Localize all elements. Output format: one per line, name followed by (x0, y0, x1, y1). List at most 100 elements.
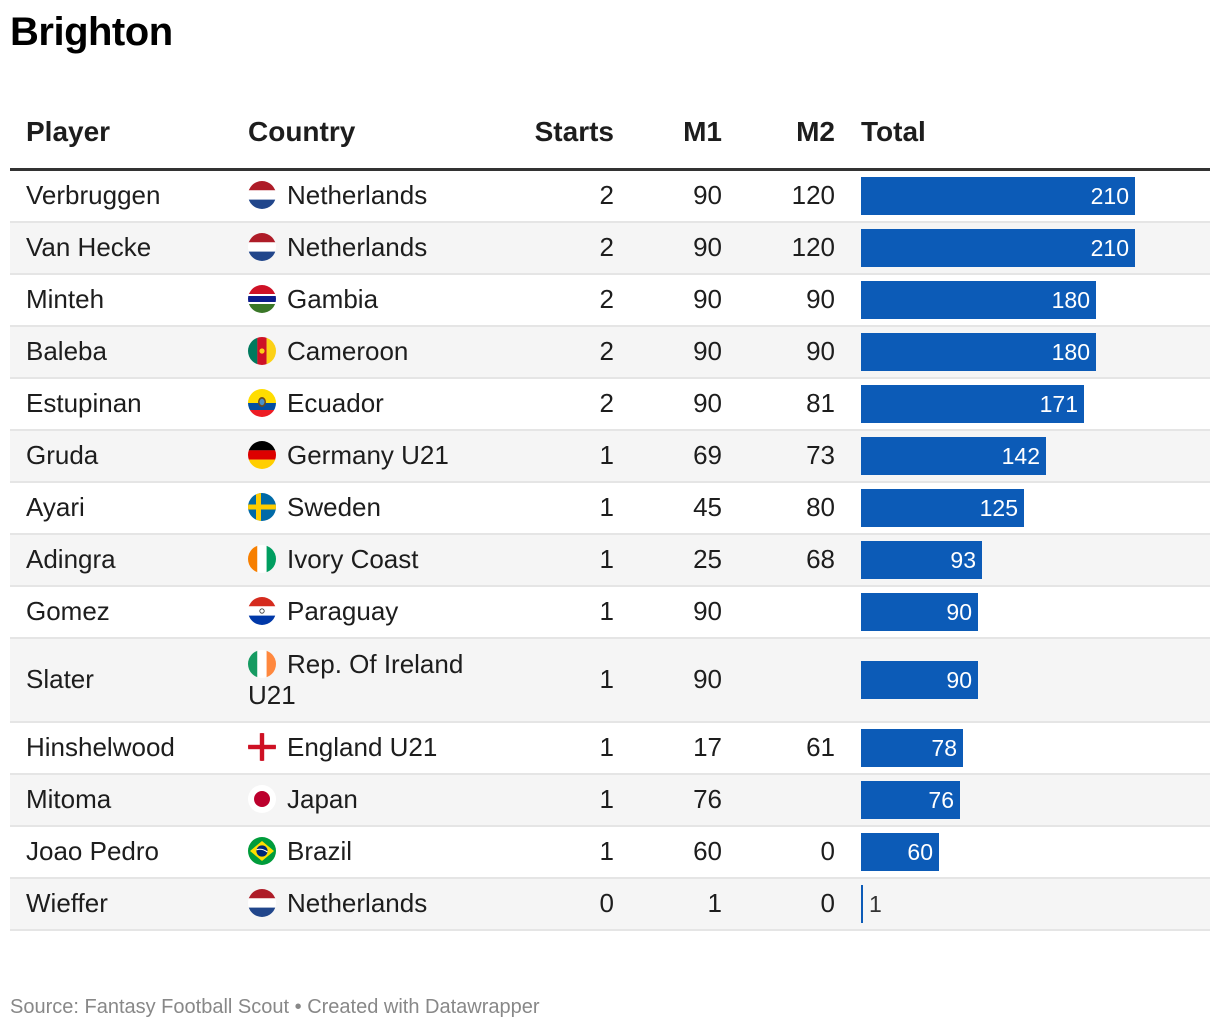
starts-cell: 1 (472, 825, 622, 879)
total-bar-track: 90 (861, 592, 1153, 631)
table-row[interactable]: Hinshelwood England U21 1 17 61 78 (10, 721, 1210, 775)
total-bar-track: 90 (861, 660, 1153, 699)
column-header-starts[interactable]: Starts (472, 96, 622, 171)
paraguay-flag-icon (248, 597, 276, 625)
column-header-total[interactable]: Total (843, 96, 1210, 171)
m2-cell (732, 773, 843, 827)
country-cell: Germany U21 (248, 429, 472, 483)
total-bar-track: 78 (861, 728, 1153, 767)
table-row[interactable]: Baleba Cameroon 2 90 90 180 (10, 325, 1210, 379)
country-name: England U21 (287, 732, 438, 762)
m1-cell: 76 (622, 773, 732, 827)
germany-flag-icon (248, 441, 276, 469)
table-row[interactable]: Wieffer Netherlands 0 1 0 1 (10, 877, 1210, 931)
player-name-cell: Ayari (10, 481, 248, 535)
table-row[interactable]: Gruda Germany U21 1 69 73 142 (10, 429, 1210, 483)
total-bar (861, 384, 1084, 423)
m2-cell: 0 (732, 877, 843, 931)
country-name: Netherlands (287, 180, 428, 211)
country-name: Paraguay (287, 596, 399, 626)
table-body: Verbruggen Netherlands 2 90 120 210 Van Hecke N… (10, 169, 1210, 931)
ireland-flag-icon (248, 649, 276, 678)
total-bar (861, 780, 960, 819)
player-name-cell: Gomez (10, 585, 248, 639)
country-cell: Ivory Coast (248, 533, 472, 587)
starts-cell: 2 (472, 273, 622, 327)
total-bar (861, 728, 963, 767)
m1-cell: 60 (622, 825, 732, 879)
total-bar-label: 60 (907, 838, 933, 865)
table-row[interactable]: Joao Pedro Brazil 1 60 0 60 (10, 825, 1210, 879)
table-row[interactable]: Gomez Paraguay 1 90 90 (10, 585, 1210, 639)
table-row[interactable]: Adingra Ivory Coast 1 25 68 93 (10, 533, 1210, 587)
starts-cell: 1 (472, 429, 622, 483)
m2-cell: 61 (732, 721, 843, 775)
player-name-cell: Hinshelwood (10, 721, 248, 775)
country-cell: Netherlands (248, 169, 472, 223)
country-wrap: Brazil (248, 836, 472, 867)
total-bar (861, 488, 1024, 527)
column-header-country[interactable]: Country (248, 96, 472, 171)
ecuador-flag-icon (248, 389, 276, 417)
england-flag-icon (248, 733, 276, 761)
table-row[interactable]: Minteh Gambia 2 90 90 180 (10, 273, 1210, 327)
m2-cell: 90 (732, 273, 843, 327)
total-cell: 76 (843, 773, 1210, 827)
country-name: Cameroon (287, 336, 409, 366)
total-bar (861, 832, 939, 871)
m1-cell: 90 (622, 273, 732, 327)
total-bar-track: 180 (861, 332, 1153, 371)
player-name-cell: Mitoma (10, 773, 248, 827)
player-minutes-table: Player Country Starts M1 M2 Total Verbru… (10, 96, 1210, 931)
m2-cell: 80 (732, 481, 843, 535)
total-bar-track: 93 (861, 540, 1153, 579)
total-bar-label: 76 (928, 786, 954, 813)
player-name-cell: Baleba (10, 325, 248, 379)
country-cell: Japan (248, 773, 472, 827)
country-wrap: Cameroon (248, 336, 472, 367)
m1-cell: 90 (622, 377, 732, 431)
table-row[interactable]: Verbruggen Netherlands 2 90 120 210 (10, 169, 1210, 223)
country-name: Brazil (287, 836, 353, 866)
total-bar-label: 90 (946, 598, 972, 625)
m2-cell: 120 (732, 221, 843, 275)
starts-cell: 1 (472, 721, 622, 775)
column-header-m1[interactable]: M1 (622, 96, 732, 171)
total-bar-label: 210 (1090, 234, 1129, 261)
total-cell: 210 (843, 221, 1210, 275)
country-wrap: Sweden (248, 492, 472, 523)
footer-separator: • (294, 996, 302, 1018)
total-bar (861, 228, 1135, 267)
netherlands-flag-icon (248, 233, 276, 261)
m2-cell: 68 (732, 533, 843, 587)
table-row[interactable]: Slater Rep. Of Ireland U21 1 90 90 (10, 637, 1210, 723)
starts-cell: 1 (472, 481, 622, 535)
column-header-m2[interactable]: M2 (732, 96, 843, 171)
total-bar-track: 210 (861, 228, 1153, 267)
column-header-player[interactable]: Player (10, 96, 248, 171)
country-cell: Netherlands (248, 877, 472, 931)
table-row[interactable]: Mitoma Japan 1 76 76 (10, 773, 1210, 827)
brazil-flag-icon (248, 837, 276, 865)
table-row[interactable]: Van Hecke Netherlands 2 90 120 210 (10, 221, 1210, 275)
total-bar-label: 142 (1001, 442, 1040, 469)
country-cell: Cameroon (248, 325, 472, 379)
table-row[interactable]: Estupinan Ecuador 2 90 81 171 (10, 377, 1210, 431)
country-wrap: Paraguay (248, 596, 472, 627)
country-name: Rep. Of Ireland U21 (248, 648, 464, 710)
m1-cell: 90 (622, 169, 732, 223)
total-cell: 1 (843, 877, 1210, 931)
total-bar-track: 142 (861, 436, 1153, 475)
total-bar-label: 210 (1090, 182, 1129, 209)
country-wrap: Germany U21 (248, 440, 472, 471)
table-row[interactable]: Ayari Sweden 1 45 80 125 (10, 481, 1210, 535)
country-wrap: Ivory Coast (248, 544, 472, 575)
total-cell: 90 (843, 585, 1210, 639)
m1-cell: 17 (622, 721, 732, 775)
total-cell: 78 (843, 721, 1210, 775)
m2-cell: 0 (732, 825, 843, 879)
m1-cell: 45 (622, 481, 732, 535)
country-wrap: Japan (248, 784, 472, 815)
country-cell: Paraguay (248, 585, 472, 639)
total-bar (861, 540, 982, 579)
